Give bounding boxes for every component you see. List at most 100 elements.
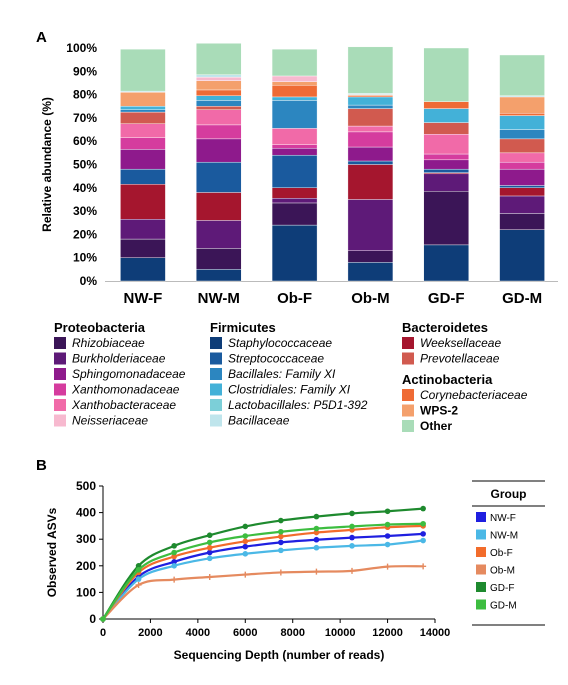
bar-segment	[196, 192, 242, 221]
bar-segment	[347, 250, 394, 263]
data-point	[135, 566, 142, 573]
data-point	[242, 551, 249, 557]
group-legend: Group NW-F NW-M Ob-F Ob-M GD-F GD-M	[472, 480, 545, 626]
bar-segment	[499, 115, 545, 130]
bar-segment	[499, 138, 545, 154]
bar-segment	[271, 48, 318, 77]
y-axis-label: Observed ASVs	[45, 507, 59, 597]
series-line	[102, 565, 424, 620]
legend-item-label: NW-F	[490, 513, 516, 524]
legend-swatch	[210, 337, 222, 349]
bar-segment	[499, 229, 545, 282]
bar-segment	[196, 161, 242, 193]
x-tick-label: 4000	[186, 627, 210, 639]
legend-item-label: Weeksellaceae	[420, 336, 501, 350]
bar-segment	[271, 147, 318, 156]
data-point	[313, 544, 320, 551]
x-category-label: NW-M	[198, 290, 240, 307]
bar-segment	[347, 131, 394, 148]
data-point	[420, 520, 426, 527]
legend-item-label: WPS-2	[420, 404, 458, 418]
data-point	[313, 536, 320, 543]
bar-segment	[271, 81, 318, 86]
data-point	[171, 543, 177, 549]
bar-segment	[196, 248, 242, 270]
bar-segment	[347, 108, 394, 127]
bar-segment	[196, 43, 242, 75]
y-tick-label: 10%	[73, 251, 97, 265]
bar-segment	[196, 74, 242, 78]
data-point	[171, 559, 177, 565]
y-tick-label: 0	[89, 612, 96, 626]
data-point	[420, 531, 426, 537]
bar-segment	[499, 161, 545, 170]
data-point	[313, 529, 320, 536]
bar-segment	[271, 85, 318, 98]
legend-item-label: Prevotellaceae	[420, 352, 500, 366]
y-tick-label: 80%	[73, 88, 97, 102]
bar-segment	[271, 224, 318, 282]
data-point	[242, 543, 249, 550]
legend-swatch	[476, 599, 486, 610]
legend-swatch	[54, 337, 66, 349]
bar-segment	[120, 106, 166, 110]
bar-segment	[499, 129, 545, 140]
bar-segment	[499, 185, 545, 189]
x-category-label: Ob-F	[277, 290, 312, 307]
legend-swatch	[402, 337, 414, 349]
series-line	[102, 507, 424, 620]
legend-item-label: Xanthobacteraceae	[71, 398, 176, 412]
bar-segment	[271, 75, 318, 82]
bar-segment	[347, 146, 394, 162]
x-tick-label: 8000	[280, 627, 304, 639]
bar-segment	[347, 96, 394, 106]
x-tick-label: 6000	[233, 627, 257, 639]
legend-swatch	[476, 512, 486, 522]
bar-segment	[499, 195, 545, 214]
bar-segment	[120, 137, 166, 150]
data-point	[313, 568, 320, 575]
bar-segment	[196, 100, 242, 107]
bar-segment	[271, 198, 318, 204]
legend-item-label: Rhizobiaceae	[72, 336, 145, 350]
x-category-label: GD-F	[428, 290, 465, 307]
bar-segment	[120, 168, 166, 185]
legend-item-label: NW-M	[490, 531, 518, 542]
stacked-bar-chart: 0% 10% 20% 30% 40% 50% 60% 70% 80% 90% 100% Relativ…	[40, 41, 558, 307]
y-tick-label: 90%	[73, 64, 97, 78]
data-point	[349, 567, 355, 574]
bar-segment	[271, 128, 318, 145]
bar-segment	[423, 122, 469, 135]
bar-segment	[347, 125, 394, 133]
y-tick-label: 20%	[73, 227, 97, 241]
y-tick-label: 50%	[73, 158, 97, 172]
x-tick-label: 0	[100, 627, 106, 639]
bar-segment	[499, 113, 545, 116]
data-point	[313, 513, 320, 520]
data-point	[278, 539, 284, 546]
legend-swatch	[210, 368, 222, 380]
legend-item-label: Lactobacillales: P5D1-392	[228, 398, 368, 412]
legend-item-label: Streptococcaceae	[228, 352, 324, 366]
bar-segment	[120, 184, 166, 220]
y-tick-label: 60%	[73, 134, 97, 148]
legend-swatch	[210, 399, 222, 411]
y-tick-label: 300	[76, 532, 96, 546]
data-point	[278, 517, 284, 524]
bar-segment	[271, 144, 318, 149]
data-point	[135, 581, 142, 588]
bar-segment	[196, 269, 242, 282]
bar-segment	[499, 213, 545, 230]
legend-swatch	[54, 368, 66, 380]
legend-swatch	[210, 383, 222, 396]
bar-segment	[196, 109, 242, 126]
data-point	[242, 523, 249, 530]
bar-segment	[196, 80, 242, 91]
bar-segment	[196, 89, 242, 96]
legend-item-label: Ob-F	[490, 548, 513, 559]
data-point	[277, 569, 284, 576]
bar-segment	[347, 262, 394, 282]
bar-segment	[499, 168, 545, 186]
data-point	[384, 541, 391, 548]
bar-segment	[120, 123, 166, 138]
